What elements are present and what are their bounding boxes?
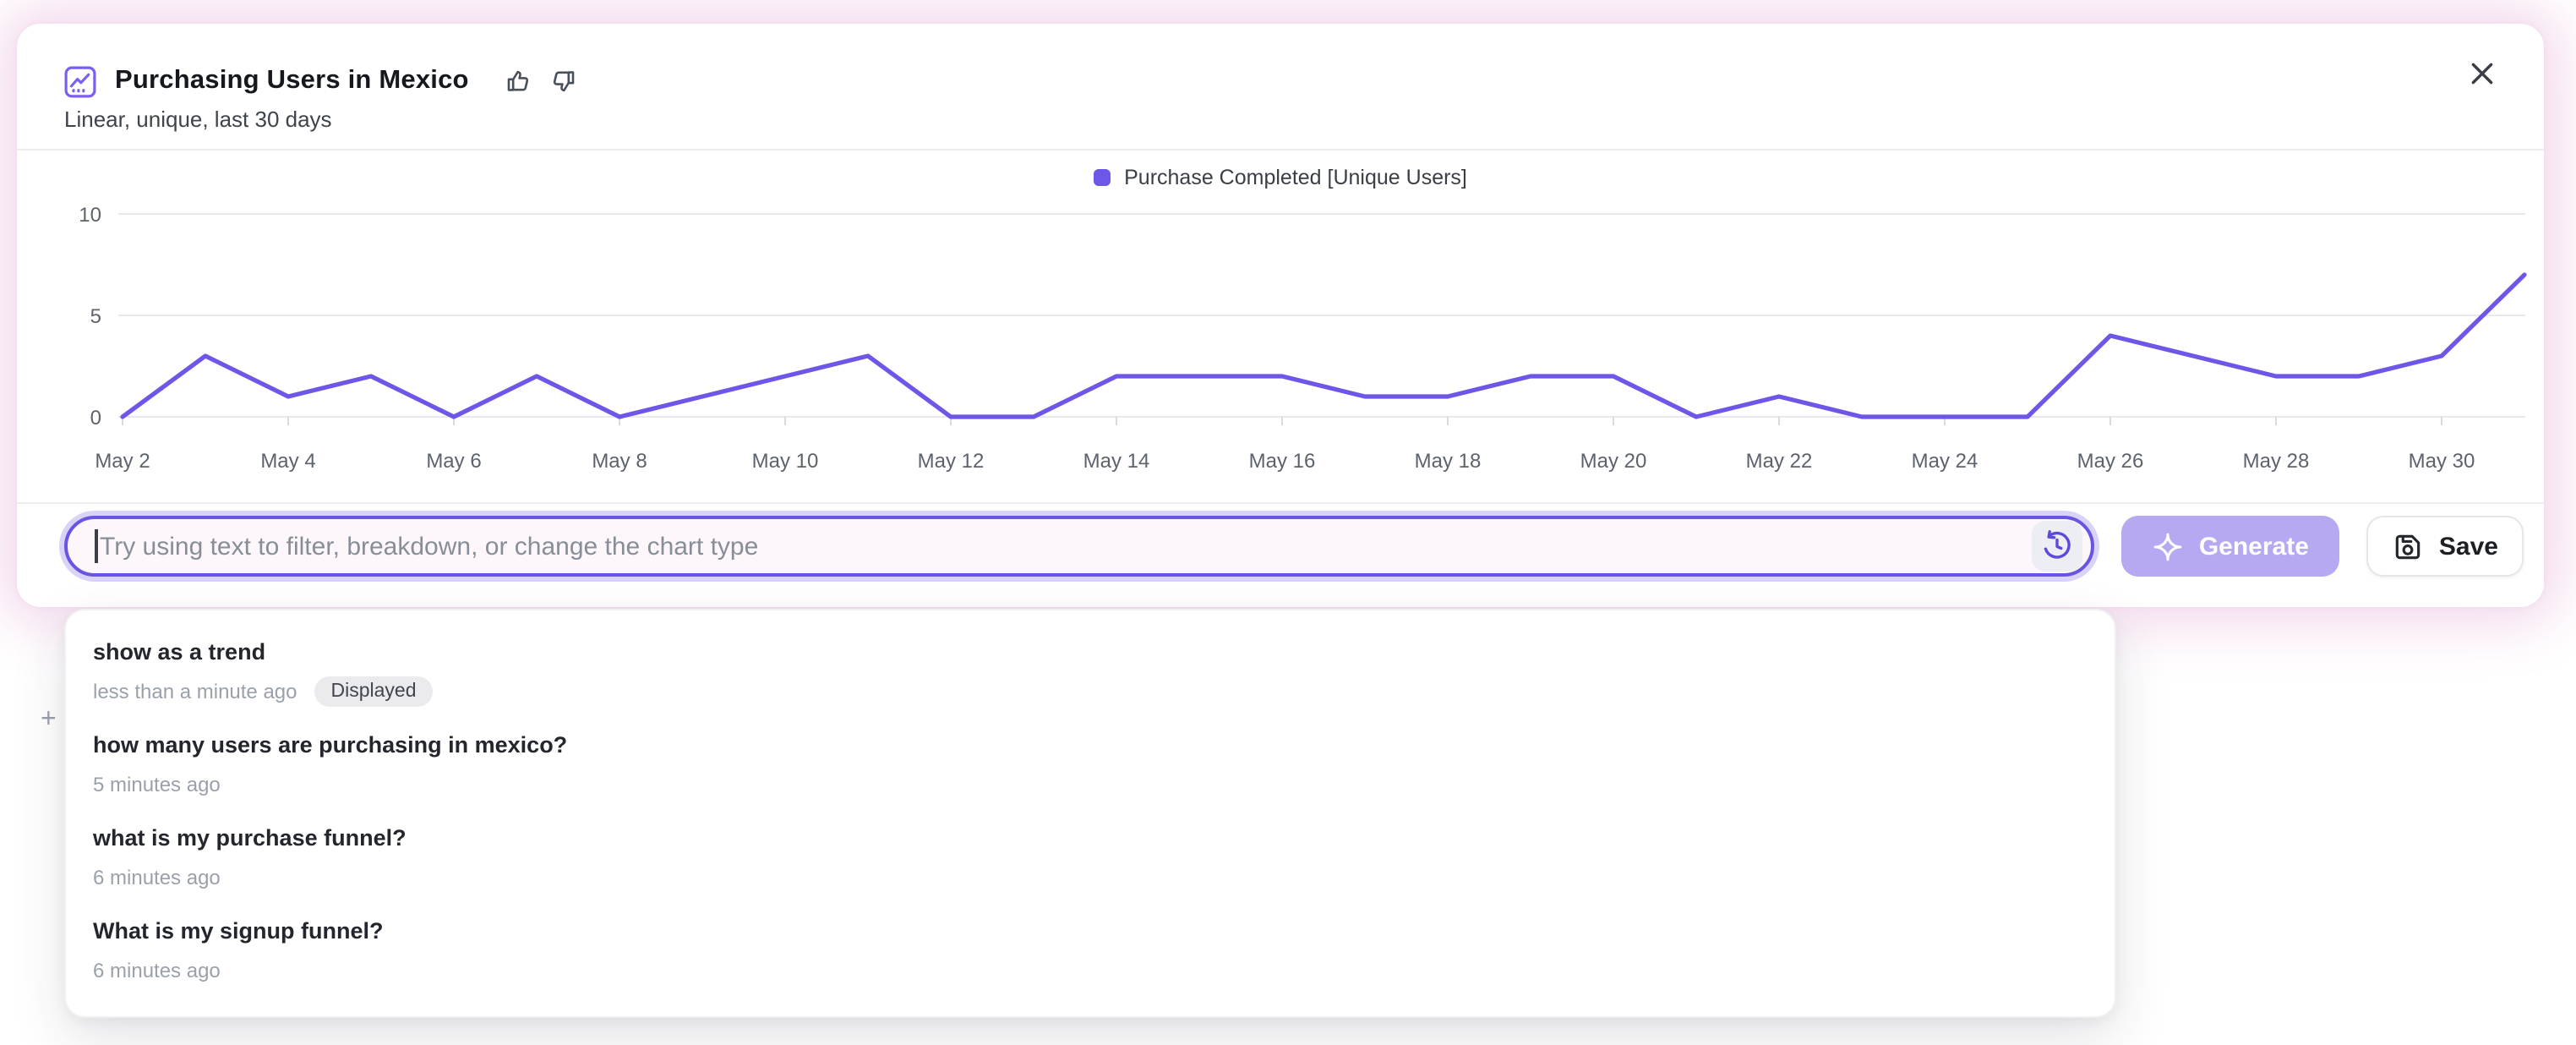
svg-text:May 16: May 16 bbox=[1249, 450, 1316, 473]
close-button[interactable] bbox=[2464, 56, 2500, 91]
page-title: Purchasing Users in Mexico bbox=[115, 66, 469, 95]
svg-text:5: 5 bbox=[90, 305, 101, 328]
chart-svg: 0 5 10 May 2 May 4 May 6 May 8 May 10 May 12 May … bbox=[79, 204, 2527, 473]
history-item-time: 6 minutes ago bbox=[93, 866, 221, 889]
history-item[interactable]: what is my purchase funnel? 6 minutes ag… bbox=[66, 813, 2115, 906]
sparkle-icon bbox=[2153, 532, 2182, 561]
svg-text:May 26: May 26 bbox=[2077, 450, 2144, 473]
history-item-time: less than a minute ago bbox=[93, 680, 297, 703]
history-item-time: 5 minutes ago bbox=[93, 773, 221, 796]
svg-text:May 22: May 22 bbox=[1746, 450, 1813, 473]
svg-text:0: 0 bbox=[90, 407, 101, 429]
chart-subtitle: Linear, unique, last 30 days bbox=[64, 107, 332, 132]
svg-text:May 10: May 10 bbox=[752, 450, 819, 473]
card-header: Purchasing Users in Mexico bbox=[17, 24, 2544, 150]
svg-text:May 8: May 8 bbox=[592, 450, 647, 473]
svg-text:May 14: May 14 bbox=[1083, 450, 1150, 473]
plus-glyph: + bbox=[41, 705, 57, 734]
history-item-time: 6 minutes ago bbox=[93, 959, 221, 982]
legend-swatch bbox=[1094, 169, 1111, 186]
chart-legend[interactable]: Purchase Completed [Unique Users] bbox=[17, 166, 2544, 189]
thumbs-down-button[interactable] bbox=[548, 64, 582, 98]
history-item-query: how many users are purchasing in mexico? bbox=[93, 732, 568, 758]
svg-text:May 20: May 20 bbox=[1580, 450, 1647, 473]
svg-text:May 12: May 12 bbox=[918, 450, 985, 473]
legend-label: Purchase Completed [Unique Users] bbox=[1124, 166, 1467, 189]
save-button[interactable]: Save bbox=[2366, 516, 2524, 577]
close-icon bbox=[2471, 63, 2493, 85]
generate-label: Generate bbox=[2198, 532, 2309, 561]
text-caret bbox=[95, 529, 97, 563]
svg-text:May 2: May 2 bbox=[95, 450, 150, 473]
svg-text:May 6: May 6 bbox=[426, 450, 481, 473]
history-item-query: show as a trend bbox=[93, 639, 266, 665]
ai-query-input[interactable] bbox=[64, 516, 2094, 577]
thumbs-up-button[interactable] bbox=[501, 64, 535, 98]
svg-text:May 4: May 4 bbox=[260, 450, 315, 473]
history-item[interactable]: show as a trend less than a minute ago D… bbox=[66, 627, 2115, 720]
svg-text:May 30: May 30 bbox=[2409, 450, 2475, 473]
history-item[interactable]: What is my signup funnel? 6 minutes ago bbox=[66, 906, 2115, 999]
chart-card: Purchasing Users in Mexico bbox=[17, 24, 2544, 607]
generate-button[interactable]: Generate bbox=[2120, 516, 2339, 577]
line-chart-icon bbox=[64, 65, 96, 97]
card-footer: Generate Save bbox=[17, 502, 2544, 607]
history-item-query: What is my signup funnel? bbox=[93, 918, 384, 944]
history-dropdown: show as a trend less than a minute ago D… bbox=[64, 609, 2116, 1018]
save-label: Save bbox=[2438, 532, 2498, 561]
history-item-badge: Displayed bbox=[314, 676, 434, 707]
history-item[interactable]: how many users are purchasing in mexico?… bbox=[66, 720, 2115, 813]
svg-text:10: 10 bbox=[79, 204, 101, 227]
svg-text:May 18: May 18 bbox=[1415, 450, 1482, 473]
save-icon bbox=[2395, 533, 2420, 559]
svg-text:May 24: May 24 bbox=[1912, 450, 1978, 473]
svg-text:May 28: May 28 bbox=[2243, 450, 2310, 473]
history-icon bbox=[2044, 530, 2071, 559]
history-item-query: what is my purchase funnel? bbox=[93, 825, 407, 851]
history-button[interactable] bbox=[2031, 521, 2082, 572]
